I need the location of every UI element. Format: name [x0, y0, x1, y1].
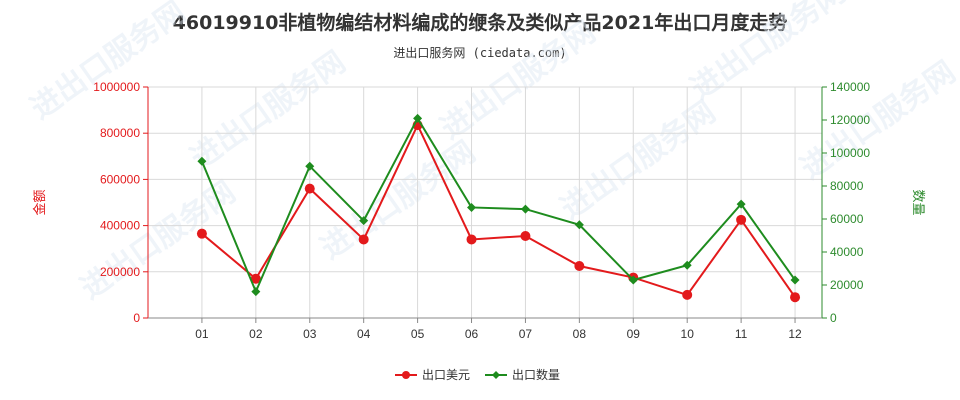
series-1-point-0 [197, 156, 207, 166]
right-axis-title: 数量 [910, 189, 925, 215]
series-0-point-3 [358, 234, 369, 245]
legend-label-1: 出口数量 [512, 367, 560, 382]
watermark-text-5: 进出口服务网 [435, 15, 603, 147]
right-tick-label-4: 80000 [830, 179, 864, 193]
series-1-point-10 [736, 199, 746, 209]
right-tick-label-1: 20000 [830, 278, 864, 292]
x-tick-label-10: 11 [735, 327, 748, 341]
series-0-point-0 [196, 228, 207, 239]
x-tick-label-1: 02 [249, 327, 263, 341]
x-tick-label-9: 10 [681, 327, 695, 341]
left-tick-label-2: 400000 [100, 219, 140, 233]
watermark-text-7: 进出口服务网 [25, 0, 193, 127]
left-axis-title: 金额 [32, 189, 48, 215]
x-tick-label-7: 08 [573, 327, 587, 341]
legend-label-0: 出口美元 [422, 368, 470, 382]
series-line-0 [201, 122, 796, 298]
x-tick-label-11: 12 [788, 327, 802, 341]
watermark-text-0: 进出口服务网 [75, 175, 243, 307]
right-tick-label-6: 120000 [830, 113, 870, 127]
chart-subtitle: 进出口服务网 (ciedata.com) [393, 46, 567, 60]
left-tick-label-1: 200000 [100, 265, 140, 279]
series-1-point-4 [413, 113, 423, 123]
series-1-point-3 [359, 216, 369, 226]
series-0-point-7 [574, 261, 585, 272]
right-tick-label-5: 100000 [830, 146, 870, 160]
right-tick-label-3: 60000 [830, 212, 864, 226]
left-tick-label-4: 800000 [100, 126, 140, 140]
x-tick-label-0: 01 [195, 327, 209, 341]
series-1-point-5 [467, 202, 477, 212]
left-tick-label-0: 0 [133, 311, 140, 325]
chart-title: 46019910非植物编结材料编成的缏条及类似产品2021年出口月度走势 [172, 12, 788, 34]
series-0-point-11 [790, 292, 801, 303]
right-tick-label-0: 0 [830, 311, 837, 325]
series-1-point-9 [682, 260, 692, 270]
right-tick-label-7: 140000 [830, 80, 870, 94]
x-tick-label-2: 03 [303, 327, 317, 341]
legend-swatch-marker-0 [402, 371, 410, 379]
series-1-point-2 [305, 161, 315, 171]
series-1-point-7 [574, 220, 584, 230]
x-tick-label-3: 04 [357, 327, 371, 341]
series-0-point-10 [736, 214, 747, 225]
series-1-point-11 [790, 275, 800, 285]
x-tick-label-4: 05 [411, 327, 425, 341]
series-0-point-5 [466, 234, 477, 245]
left-tick-label-3: 600000 [100, 172, 140, 186]
axes: 0 200000 400000 600000 800000 1000000 0 20000 40… [32, 80, 925, 341]
x-tick-label-6: 07 [519, 327, 533, 341]
series-0-point-6 [520, 230, 531, 241]
left-tick-label-5: 1000000 [93, 80, 140, 94]
right-tick-label-2: 40000 [830, 245, 864, 259]
legend: 出口美元 出口数量 [395, 367, 560, 382]
series-1-point-8 [628, 275, 638, 285]
series-0-point-9 [682, 289, 693, 300]
x-tick-label-5: 06 [465, 327, 479, 341]
x-tick-label-8: 09 [627, 327, 641, 341]
series-0-point-1 [250, 273, 261, 284]
series-layer [196, 113, 801, 303]
series-0-point-2 [304, 183, 315, 194]
watermark-text-3: 进出口服务网 [795, 55, 960, 187]
series-1-point-1 [251, 287, 261, 297]
series-line-1 [200, 116, 796, 295]
legend-swatch-marker-1 [492, 371, 500, 379]
watermark-text-4: 进出口服务网 [185, 45, 353, 177]
watermark-text-6: 进出口服务网 [685, 0, 853, 107]
series-1-point-6 [520, 204, 530, 214]
